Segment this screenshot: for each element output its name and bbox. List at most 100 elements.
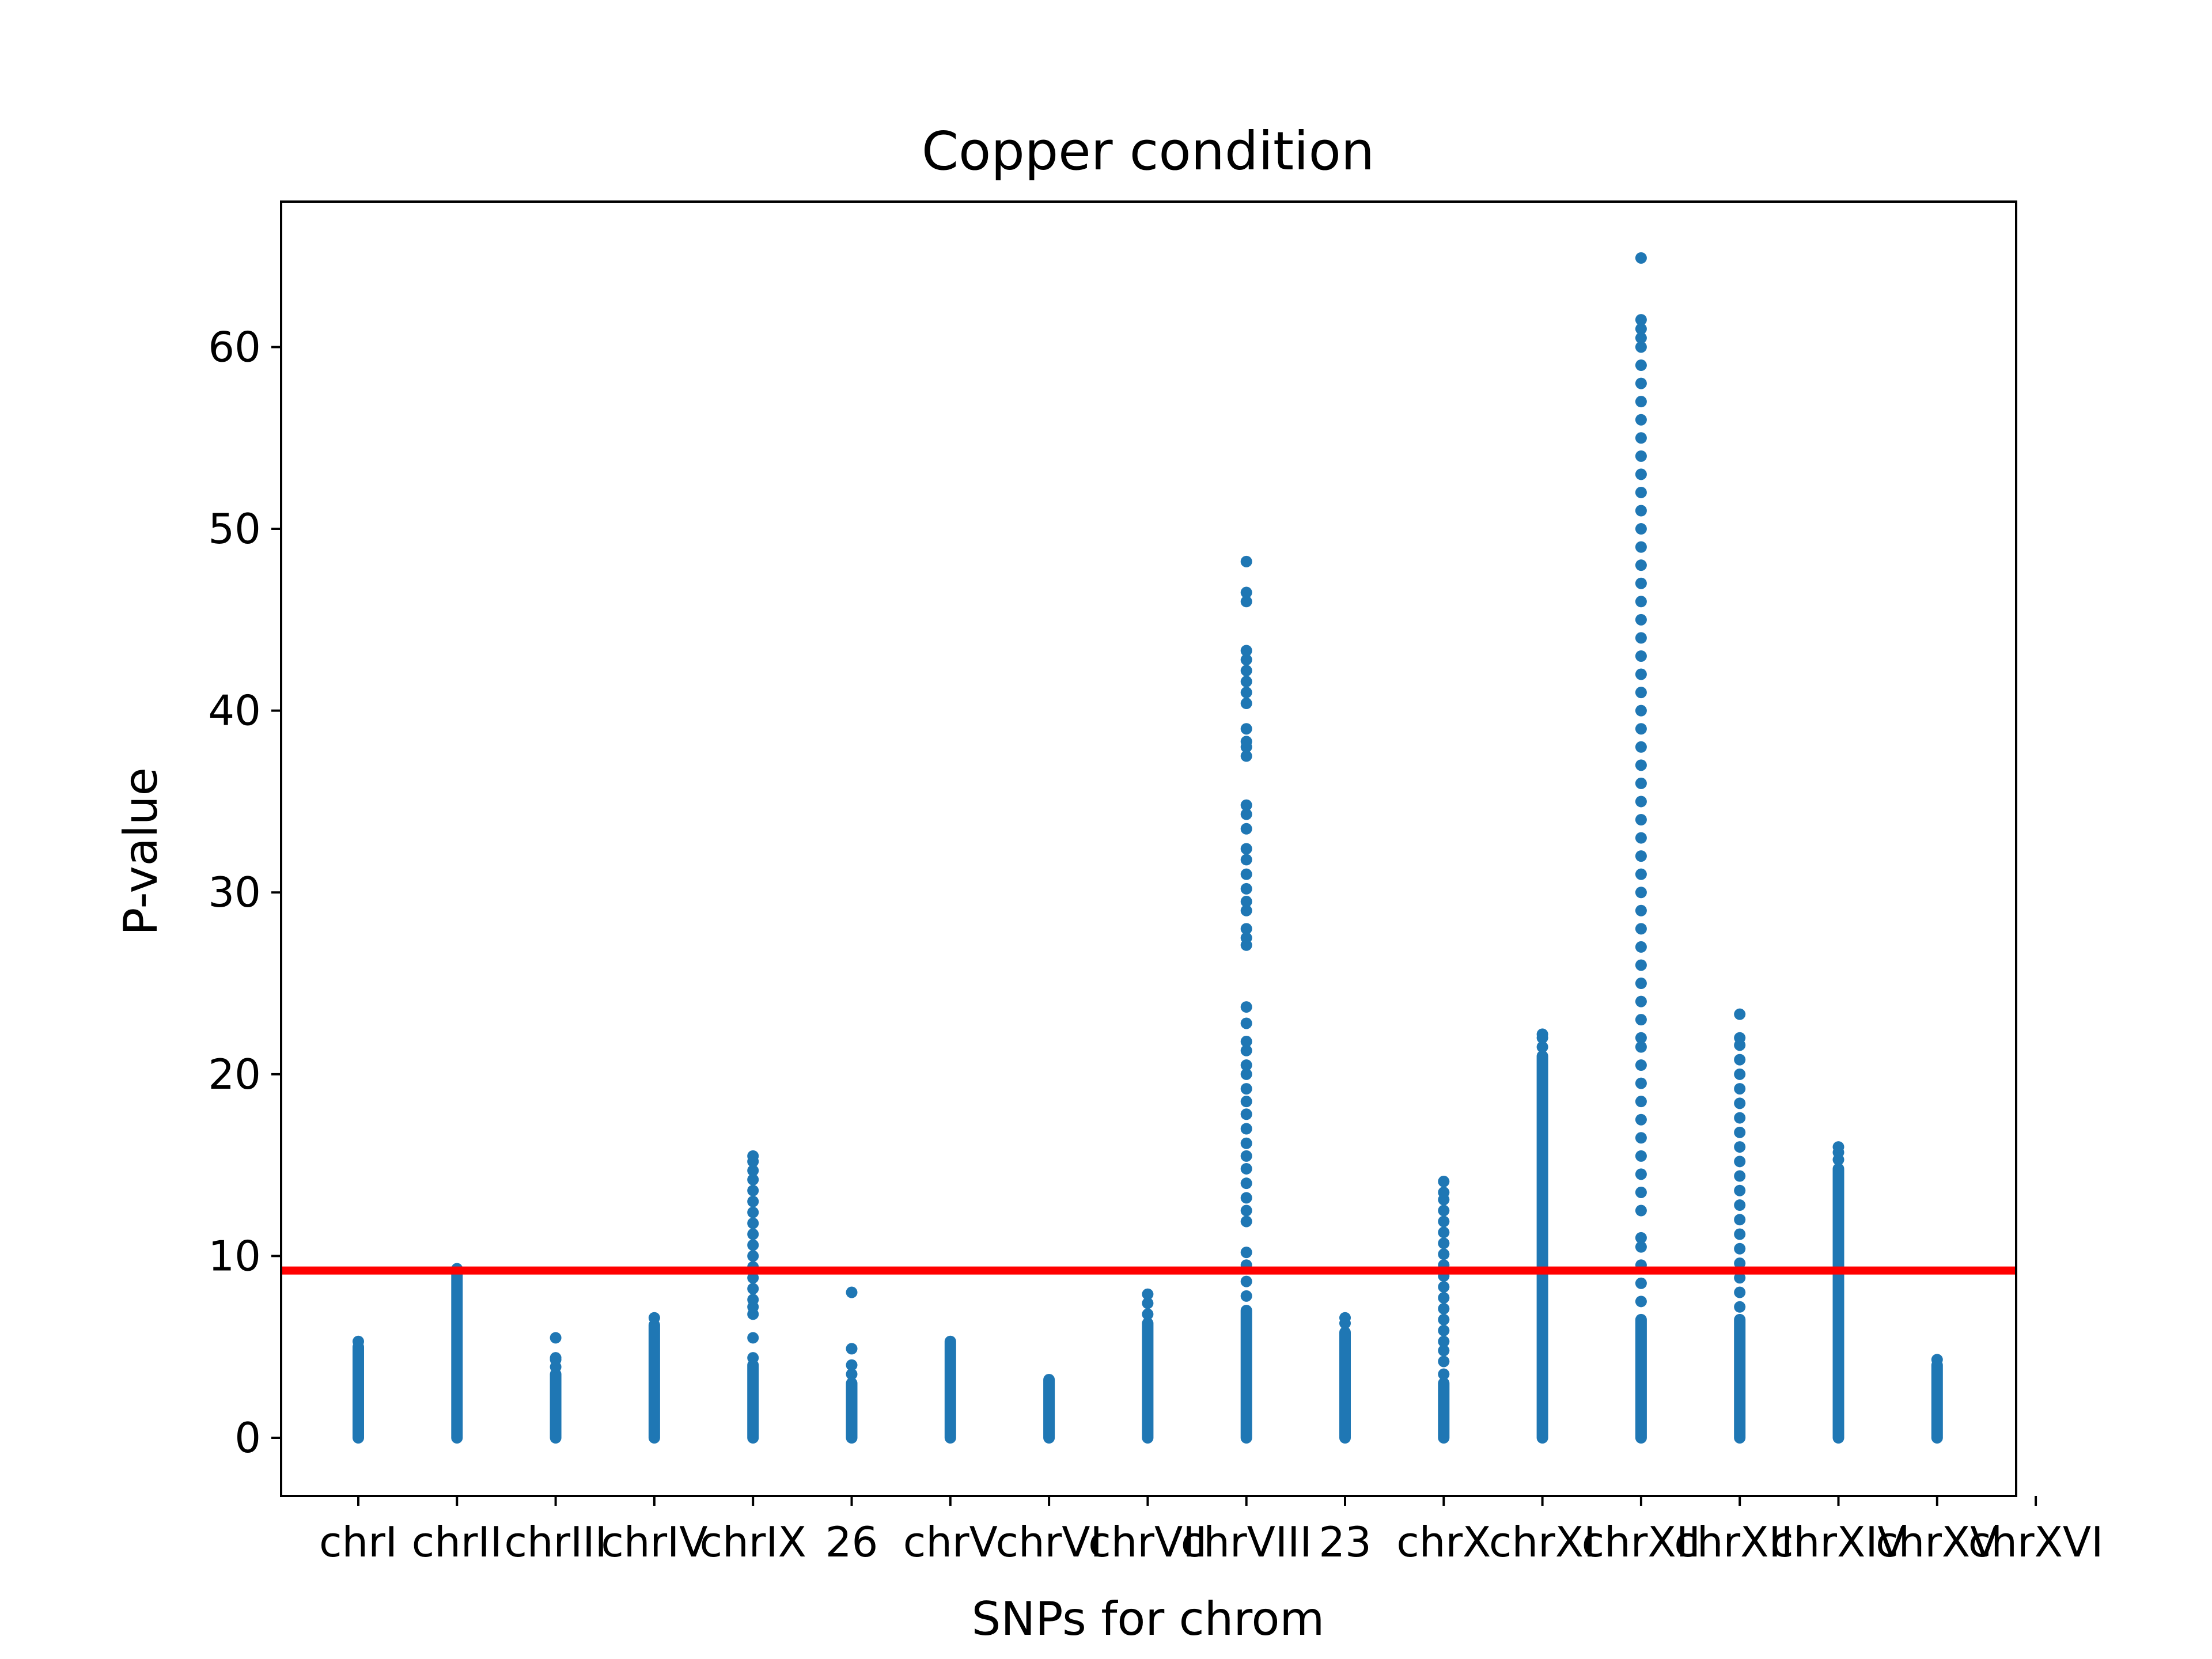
data-point-chrviii-24 bbox=[1240, 904, 1252, 916]
data-point-chrx-1 bbox=[1438, 1355, 1450, 1368]
data-point-chrxiii-12 bbox=[1734, 1126, 1746, 1138]
data-point-chrxii-11 bbox=[1635, 1096, 1647, 1108]
data-point-chrviii-31 bbox=[1240, 808, 1252, 820]
x-tick-label-chrxi: chrXI bbox=[1489, 1518, 1596, 1566]
data-point-chrxii-39 bbox=[1635, 596, 1647, 608]
x-tick-label-chrxv: chrXV bbox=[1876, 1518, 1998, 1566]
data-point-chrxiii-17 bbox=[1734, 1054, 1746, 1066]
data-point-chrix-8 bbox=[747, 1250, 759, 1262]
data-point-chrxiii-9 bbox=[1734, 1170, 1746, 1182]
data-point-chrxii-50 bbox=[1635, 396, 1647, 408]
data-point-chrxii-16 bbox=[1635, 1014, 1647, 1026]
data-point-chrviii-14 bbox=[1240, 1083, 1252, 1095]
data-point-chrxii-22 bbox=[1635, 904, 1647, 916]
series-chrxv bbox=[1931, 1354, 1943, 1444]
data-point-chrxii-28 bbox=[1635, 796, 1647, 808]
data-point-chrxii-53 bbox=[1635, 341, 1647, 353]
y-axis-label: P-value bbox=[114, 767, 168, 935]
data-point-chrxiii-8 bbox=[1734, 1184, 1746, 1196]
data-point-chrxii-14 bbox=[1635, 1041, 1647, 1053]
data-point-chrxii-30 bbox=[1635, 759, 1647, 771]
data-point-chrix-11 bbox=[747, 1217, 759, 1229]
data-point-chrxii-55 bbox=[1635, 323, 1647, 335]
x-tick-label-chriv: chrIV bbox=[601, 1518, 707, 1566]
data-point-chrxiii-2 bbox=[1734, 1272, 1746, 1284]
data-point-chrviii-19 bbox=[1240, 1017, 1252, 1029]
data-point-chrix-1 bbox=[747, 1332, 759, 1344]
series-chrxi bbox=[1536, 1028, 1548, 1444]
data-point-chrviii-41 bbox=[1240, 654, 1252, 666]
x-tick-label-23: 23 bbox=[1319, 1518, 1372, 1566]
data-point-chrxiii-1 bbox=[1734, 1286, 1746, 1298]
data-point-chrviii-39 bbox=[1240, 676, 1252, 688]
y-tick-label-0: 0 bbox=[234, 1414, 261, 1462]
data-point-chrix-12 bbox=[747, 1206, 759, 1218]
data-point-chri-0 bbox=[353, 1335, 364, 1347]
data-point-chrx-6 bbox=[1438, 1302, 1450, 1315]
data-point-chrviii-29 bbox=[1240, 843, 1252, 855]
data-point-chrxii-25 bbox=[1635, 850, 1647, 862]
data-point-chrxii-7 bbox=[1635, 1168, 1647, 1180]
data-point-chrxii-3 bbox=[1635, 1241, 1647, 1253]
data-point-chrxii-12 bbox=[1635, 1077, 1647, 1089]
data-point-chrxii-56 bbox=[1635, 314, 1647, 326]
data-point-chrxiii-11 bbox=[1734, 1141, 1746, 1153]
data-point-chrxiv-2 bbox=[1832, 1141, 1844, 1153]
data-point-chriv-0 bbox=[648, 1312, 660, 1324]
series-chrxii bbox=[1635, 252, 1647, 1444]
data-point-chrxii-43 bbox=[1635, 523, 1647, 535]
data-point-chrxii-19 bbox=[1635, 959, 1647, 971]
data-point-chrxiii-6 bbox=[1734, 1214, 1746, 1226]
series-chrxiii bbox=[1734, 1008, 1746, 1444]
data-point-chrxii-17 bbox=[1635, 995, 1647, 1007]
x-tick-label-chrii: chrII bbox=[412, 1518, 502, 1566]
data-point-chrviii-13 bbox=[1240, 1096, 1252, 1108]
data-point-chrxii-44 bbox=[1635, 505, 1647, 517]
data-point-chrx-14 bbox=[1438, 1215, 1450, 1228]
data-point-chrx-18 bbox=[1438, 1176, 1450, 1188]
data-point-chrix-6 bbox=[747, 1272, 759, 1284]
data-point-chrxii-13 bbox=[1635, 1059, 1647, 1071]
data-point-chrxiii-15 bbox=[1734, 1083, 1746, 1095]
data-point-chrviii-12 bbox=[1240, 1108, 1252, 1120]
data-point-chrix-5 bbox=[747, 1283, 759, 1295]
data-point-chrxii-4 bbox=[1635, 1232, 1647, 1244]
data-point-chrxii-34 bbox=[1635, 687, 1647, 699]
data-point-chrxii-6 bbox=[1635, 1186, 1647, 1198]
data-point-chrviii-0 bbox=[1240, 1290, 1252, 1302]
data-point-chrx-7 bbox=[1438, 1292, 1450, 1304]
series-23 bbox=[1339, 1312, 1351, 1444]
x-tick-label-26: 26 bbox=[825, 1518, 878, 1566]
data-point-26-3 bbox=[846, 1286, 858, 1298]
data-point-26-0 bbox=[846, 1368, 858, 1380]
data-point-chrviii-40 bbox=[1240, 665, 1252, 677]
data-point-chrviii-9 bbox=[1240, 1150, 1252, 1162]
data-point-chrviii-42 bbox=[1240, 645, 1252, 657]
data-point-chrviii-16 bbox=[1240, 1059, 1252, 1071]
data-point-chrx-3 bbox=[1438, 1335, 1450, 1347]
data-point-chrxi-2 bbox=[1536, 1028, 1548, 1040]
data-point-chriii-2 bbox=[550, 1352, 562, 1364]
y-tick-label-20: 20 bbox=[208, 1050, 261, 1099]
x-tick-label-chrix: chrIX bbox=[700, 1518, 806, 1566]
data-point-chrviii-45 bbox=[1240, 555, 1252, 567]
chart-title: Copper condition bbox=[922, 120, 1374, 182]
data-point-chrxii-23 bbox=[1635, 887, 1647, 899]
data-point-chrviii-35 bbox=[1240, 736, 1252, 748]
data-point-chrxii-41 bbox=[1635, 559, 1647, 571]
data-point-chrxii-32 bbox=[1635, 723, 1647, 735]
series-chriii bbox=[550, 1332, 562, 1444]
data-point-chrviii-23 bbox=[1240, 923, 1252, 935]
data-point-chrxii-21 bbox=[1635, 923, 1647, 935]
data-point-chrix-9 bbox=[747, 1239, 759, 1251]
data-point-chrxii-46 bbox=[1635, 468, 1647, 480]
data-point-chrx-11 bbox=[1438, 1248, 1450, 1260]
x-tick-label-chrv: chrV bbox=[903, 1518, 998, 1566]
data-point-chrviii-28 bbox=[1240, 854, 1252, 866]
data-point-chrxii-47 bbox=[1635, 450, 1647, 462]
data-point-26-2 bbox=[846, 1343, 858, 1355]
series-chrxiv bbox=[1832, 1141, 1844, 1444]
x-axis-label: SNPs for chrom bbox=[972, 1592, 1325, 1646]
